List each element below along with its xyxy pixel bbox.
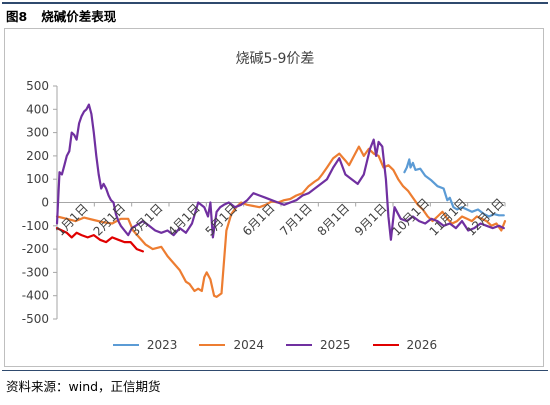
header-rule	[2, 2, 548, 4]
legend-item: 2025	[286, 338, 351, 352]
chart-title: 烧碱5-9价差	[235, 51, 315, 67]
series-line-2025	[55, 103, 505, 241]
legend-swatch	[199, 344, 226, 346]
y-tick-label: -100	[22, 219, 49, 233]
series-line-2024	[55, 145, 507, 298]
legend-item: 2026	[372, 338, 438, 352]
legend-swatch	[286, 344, 312, 346]
x-tick-label: 9月1日	[352, 201, 390, 239]
series-line-2026	[55, 227, 144, 253]
footer-rule	[2, 370, 548, 371]
figure-header: 图8 烧碱价差表现	[6, 6, 130, 25]
y-tick-label: 300	[26, 126, 49, 140]
legend-item: 2024	[199, 338, 264, 352]
source-note: 资料来源：wind，正信期货	[6, 379, 161, 394]
series-layer	[55, 103, 507, 298]
legend-swatch	[372, 344, 399, 346]
axis-layer: 500 400 300 200 100 0 -100 -200 -300 -400 -500	[22, 79, 506, 326]
x-tick-label: 4月1日	[165, 201, 203, 239]
y-tick-label: 500	[26, 79, 49, 93]
figure-title: 烧碱价差表现	[41, 9, 117, 24]
y-tick-label: 200	[26, 149, 49, 163]
x-tick-label: 8月1日	[315, 201, 353, 239]
y-tick-label: -500	[22, 312, 49, 326]
legend-swatch	[112, 344, 139, 346]
y-tick-label: -400	[22, 289, 49, 303]
legend-label: 2023	[146, 338, 178, 352]
chart-legend: 2023 2024 2025 2026	[0, 338, 550, 352]
y-tick-label: 400	[26, 102, 49, 116]
chart-frame	[4, 28, 544, 367]
legend-label: 2025	[320, 338, 351, 352]
y-tick-label: -300	[22, 265, 49, 279]
y-tick-label: 0	[41, 196, 49, 210]
y-tick-label: -200	[22, 242, 49, 256]
legend-label: 2024	[233, 338, 264, 352]
series-line-2023	[403, 158, 505, 218]
figure-label: 图8	[6, 9, 28, 24]
y-tick-label: 100	[26, 172, 49, 186]
x-tick-label: 7月1日	[277, 201, 315, 239]
legend-item: 2023	[112, 338, 178, 352]
legend-label: 2026	[406, 338, 438, 352]
